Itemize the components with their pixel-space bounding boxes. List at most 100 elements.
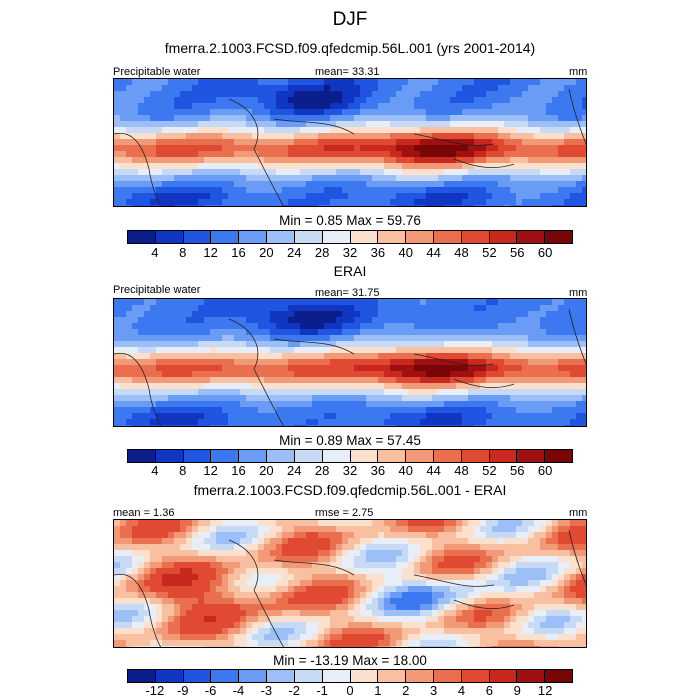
field-cell (228, 329, 234, 335)
field-cell (558, 353, 564, 359)
field-cell (120, 163, 126, 169)
field-cell (312, 371, 318, 377)
field-cell (144, 169, 150, 175)
field-cell (474, 103, 480, 109)
field-cell (426, 568, 432, 574)
field-cell (138, 598, 144, 604)
field-cell (264, 163, 270, 169)
field-cell (438, 550, 444, 556)
field-cell (216, 419, 222, 425)
field-cell (474, 413, 480, 419)
field-cell (384, 616, 390, 622)
field-cell (192, 395, 198, 401)
field-cell (174, 550, 180, 556)
field-cell (216, 580, 222, 586)
field-cell (354, 169, 360, 175)
field-cell (522, 401, 528, 407)
field-cell (204, 157, 210, 163)
field-cell (126, 91, 132, 97)
field-cell (180, 538, 186, 544)
field-cell (372, 169, 378, 175)
colorbar-swatch (294, 450, 323, 462)
field-cell (462, 520, 468, 526)
field-cell (144, 359, 150, 365)
field-cell (510, 365, 516, 371)
field-cell (126, 574, 132, 580)
field-cell (456, 622, 462, 628)
field-cell (240, 205, 246, 206)
field-cell (162, 401, 168, 407)
field-cell (252, 193, 258, 199)
field-cell (246, 157, 252, 163)
field-cell (372, 377, 378, 383)
field-cell (402, 401, 408, 407)
field-cell (180, 610, 186, 616)
field-cell (564, 299, 570, 305)
field-cell (474, 550, 480, 556)
field-cell (450, 163, 456, 169)
field-cell (144, 365, 150, 371)
field-cell (120, 133, 126, 139)
field-cell (144, 335, 150, 341)
field-cell (516, 526, 522, 532)
field-cell (156, 616, 162, 622)
field-cell (546, 419, 552, 425)
field-cell (276, 425, 282, 426)
field-cell (468, 401, 474, 407)
field-cell (114, 317, 120, 323)
field-cell (162, 121, 168, 127)
field-cell (372, 91, 378, 97)
field-cell (330, 151, 336, 157)
field-cell (354, 544, 360, 550)
field-cell (186, 353, 192, 359)
field-cell (126, 544, 132, 550)
field-cell (432, 79, 438, 85)
field-cell (264, 305, 270, 311)
field-cell (516, 550, 522, 556)
field-cell (426, 79, 432, 85)
field-cell (570, 395, 576, 401)
field-cell (522, 610, 528, 616)
field-cell (264, 556, 270, 562)
field-cell (456, 353, 462, 359)
field-cell (540, 97, 546, 103)
field-cell (120, 323, 126, 329)
field-cell (516, 407, 522, 413)
field-cell (294, 598, 300, 604)
field-cell (174, 317, 180, 323)
field-cell (150, 115, 156, 121)
field-cell (474, 520, 480, 526)
field-cell (126, 383, 132, 389)
field-cell (288, 341, 294, 347)
field-cell (228, 419, 234, 425)
field-cell (534, 347, 540, 353)
field-cell (498, 299, 504, 305)
field-cell (330, 371, 336, 377)
field-cell (354, 532, 360, 538)
field-cell (138, 317, 144, 323)
field-cell (558, 79, 564, 85)
field-cell (582, 109, 586, 115)
field-cell (138, 550, 144, 556)
field-cell (348, 199, 354, 205)
field-cell (546, 389, 552, 395)
field-cell (228, 580, 234, 586)
field-cell (132, 175, 138, 181)
field-cell (348, 604, 354, 610)
field-cell (186, 175, 192, 181)
field-cell (474, 329, 480, 335)
field-cell (510, 586, 516, 592)
field-cell (408, 526, 414, 532)
field-cell (324, 526, 330, 532)
field-cell (426, 401, 432, 407)
field-cell (402, 85, 408, 91)
field-cell (162, 181, 168, 187)
field-cell (360, 299, 366, 305)
field-cell (198, 616, 204, 622)
field-cell (222, 193, 228, 199)
field-cell (510, 520, 516, 526)
field-cell (474, 568, 480, 574)
field-cell (168, 109, 174, 115)
field-cell (522, 91, 528, 97)
field-cell (450, 586, 456, 592)
